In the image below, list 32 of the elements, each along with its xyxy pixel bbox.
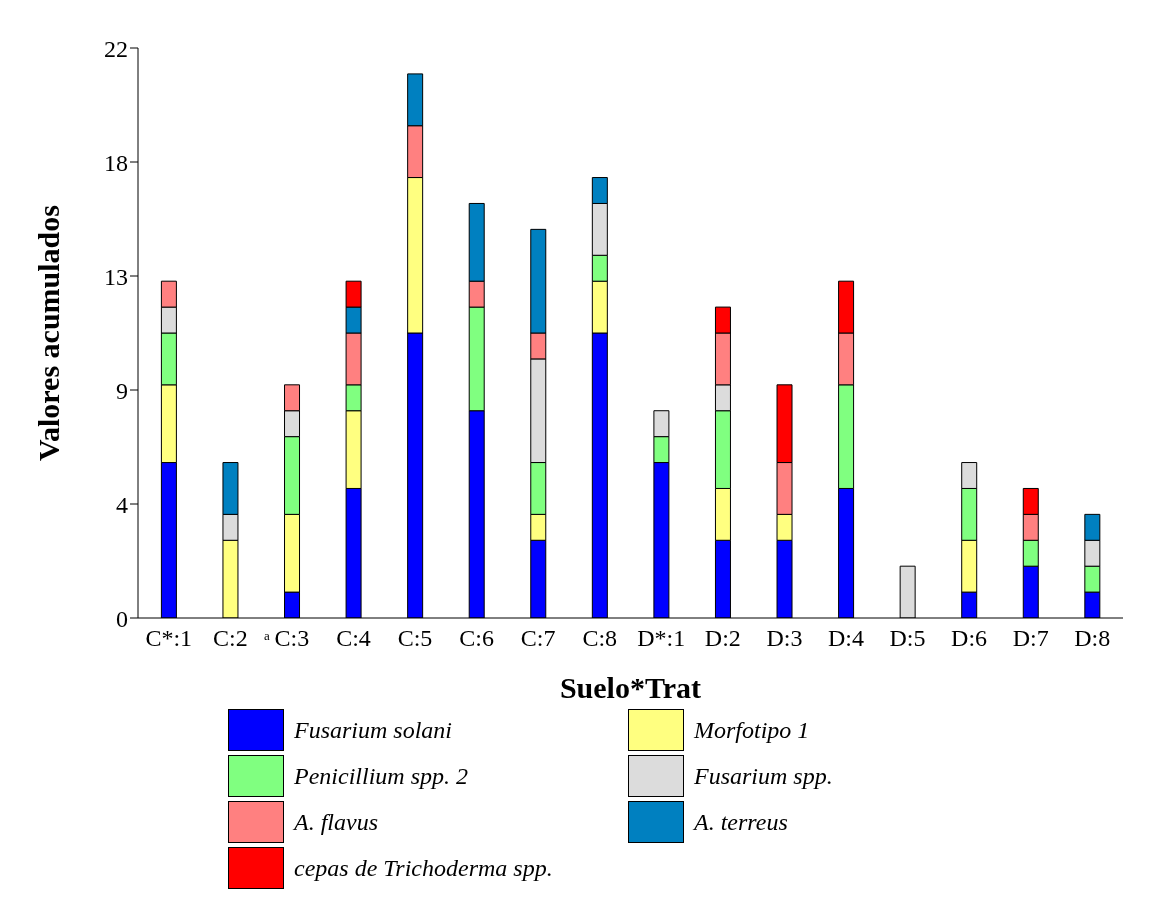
y-tick-label: 18 (104, 149, 128, 176)
legend-label: A. terreus (694, 808, 788, 836)
x-tick-label: C:5 (397, 625, 433, 651)
x-tick-label: D:3 (766, 625, 803, 651)
y-tick-label: 0 (116, 605, 128, 632)
y-tick-label: 13 (104, 263, 128, 290)
legend-label: Fusarium spp. (694, 762, 833, 790)
x-tick-label: C:4 (336, 625, 371, 651)
x-axis-title: Suelo*Trat (559, 671, 702, 704)
legend-label: Morfotipo 1 (694, 716, 810, 744)
legend-label: Penicillium spp. 2 (294, 762, 468, 790)
x-tick-label: D*:1 (637, 625, 686, 651)
x-tick-label: C:8 (582, 625, 618, 651)
x-tick-label: D:7 (1012, 625, 1049, 651)
x-tick-label: C*:1 (145, 625, 193, 651)
x-tick-label: D:5 (889, 625, 926, 651)
x-tick-label: C:6 (459, 625, 494, 651)
legend-label: Fusarium solani (294, 716, 453, 744)
x-tick-label: D:4 (827, 625, 864, 651)
y-tick-label: 9 (116, 377, 128, 404)
x-tick-label: D:8 (1074, 625, 1111, 651)
text: a (264, 628, 270, 644)
y-tick-label: 22 (104, 35, 128, 62)
x-tick-label: D:6 (951, 625, 988, 651)
legend-label: A. flavus (294, 808, 378, 836)
y-axis-title: Valores acumulados (31, 205, 65, 461)
legend-label: cepas de Trichoderma spp. (294, 854, 553, 882)
x-tick-label: D:2 (704, 625, 741, 651)
x-tick-label: C:7 (520, 625, 556, 651)
x-tick-label: C:2 (213, 625, 248, 651)
x-tick-label: C:3 (274, 625, 310, 651)
y-tick-label: 4 (116, 491, 128, 518)
